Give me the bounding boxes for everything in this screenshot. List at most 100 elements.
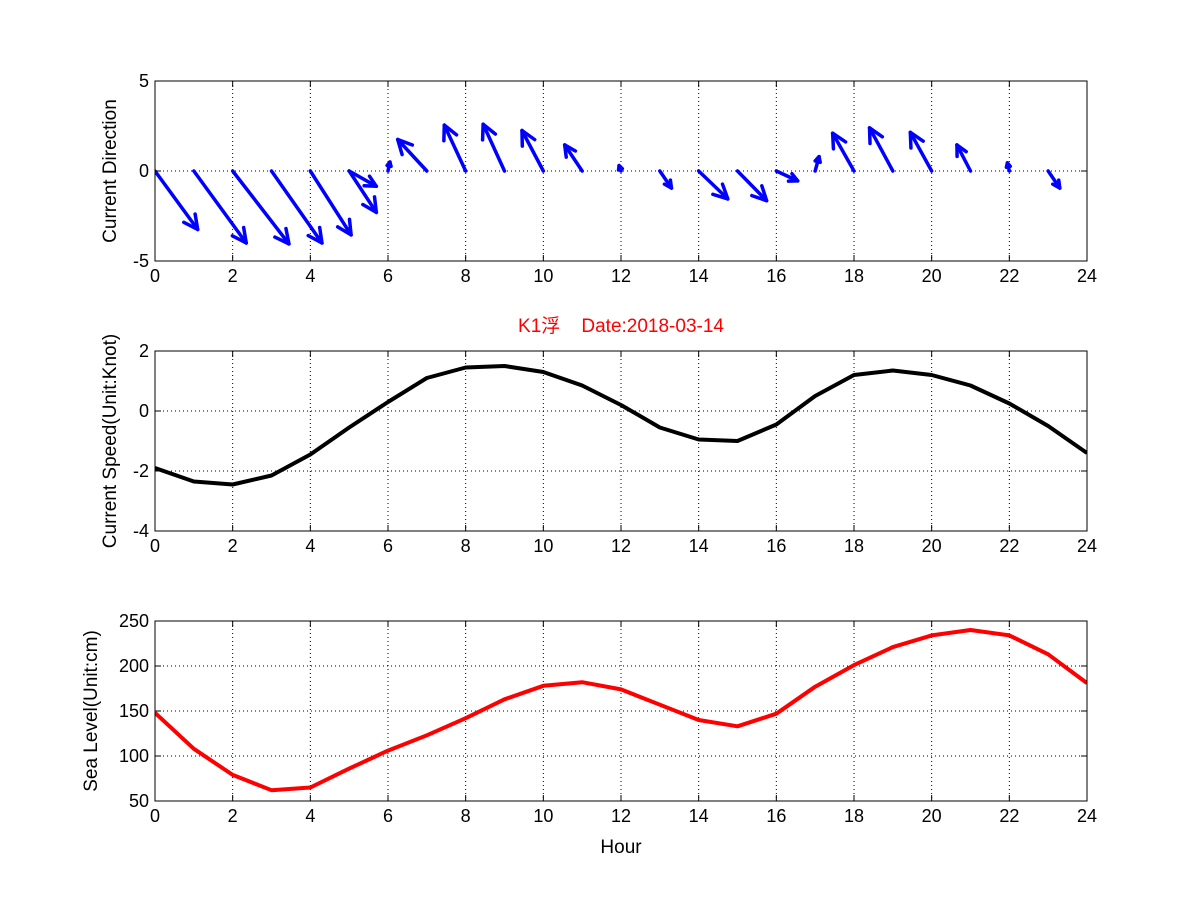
x-tick-label: 10: [533, 806, 553, 826]
y-axis-label-speed: Current Speed(Unit:Knot): [100, 334, 121, 548]
quiver-arrows: [155, 122, 1062, 246]
arrow-head: [867, 126, 885, 146]
current-vector-arrow: [385, 160, 393, 173]
x-tick-label: 4: [305, 806, 315, 826]
y-tick-label: 200: [119, 656, 149, 676]
y-ticks-direction: 5 0 -5: [133, 71, 1087, 271]
current-vector-arrow: [813, 154, 822, 173]
current-vector-arrow: [1046, 169, 1062, 190]
arrow-head: [562, 143, 578, 159]
current-vector-arrow: [520, 128, 546, 173]
x-tick-label: 12: [611, 266, 631, 286]
arrow-shaft: [955, 143, 973, 173]
current-vector-arrow: [269, 169, 324, 245]
x-tick-label: 0: [150, 806, 160, 826]
y-tick-label: 50: [129, 791, 149, 811]
y-tick-label: -2: [133, 461, 149, 481]
current-vector-arrow: [192, 169, 249, 245]
arrow-shaft: [395, 137, 429, 173]
arrow-head: [306, 225, 324, 245]
current-vector-arrow: [1004, 161, 1013, 173]
grid-speed: [155, 351, 1087, 531]
x-tick-label: 24: [1077, 266, 1097, 286]
current-vector-arrow: [830, 131, 856, 173]
x-tick-label: 6: [383, 536, 393, 556]
y-tick-label: 250: [119, 611, 149, 631]
arrow-head: [520, 128, 537, 148]
arrow-shaft: [696, 169, 730, 201]
arrow-shaft: [908, 130, 934, 173]
x-tick-label: 4: [305, 266, 315, 286]
x-tick-label: 18: [844, 536, 864, 556]
x-tick-label: 22: [999, 266, 1019, 286]
arrow-head: [830, 131, 848, 151]
x-tick-label: 18: [844, 266, 864, 286]
x-tick-label: 0: [150, 266, 160, 286]
current-vector-arrow: [308, 169, 353, 237]
current-vector-arrow: [735, 169, 769, 203]
y-tick-label: 5: [139, 71, 149, 91]
x-tick-label: 12: [611, 806, 631, 826]
arrow-shaft: [481, 122, 507, 173]
x-tick-label: 2: [228, 806, 238, 826]
series-line: [155, 628, 1087, 793]
arrow-head: [273, 226, 291, 246]
x-tick-label: 2: [228, 266, 238, 286]
y-tick-label: 2: [139, 341, 149, 361]
current-direction-panel: 0 2 4 6 8 10 12 14 16 18 20 22 24 50-5 Current Direc…: [100, 71, 1097, 286]
arrow-shaft: [347, 169, 379, 215]
arrow-head: [395, 137, 415, 157]
arrow-head: [442, 123, 459, 143]
arrow-shaft: [230, 169, 291, 246]
y-tick-label: -4: [133, 521, 149, 541]
x-tick-label: 6: [383, 806, 393, 826]
arrow-shaft: [442, 123, 468, 173]
x-tick-label: 20: [922, 266, 942, 286]
current-speed-panel: 0 2 4 6 8 10 12 14 16 18 20 22 24 20-2-4 Current Spe…: [100, 334, 1097, 556]
arrow-head: [335, 217, 353, 237]
y-ticks-speed: 2 0 -2 -4: [133, 341, 1087, 541]
y-axis-label-direction: Current Direction: [100, 99, 121, 243]
x-tick-label: 6: [383, 266, 393, 286]
chart-title: K1浮 Date:2018-03-14: [518, 315, 724, 337]
x-tick-label: 20: [922, 536, 942, 556]
current-vector-arrow: [696, 169, 730, 201]
x-tick-label: 20: [922, 806, 942, 826]
plot-area-speed: [155, 351, 1087, 531]
x-tick-label: 2: [228, 536, 238, 556]
current-vector-arrow: [774, 169, 800, 183]
grid-sea-level: [155, 621, 1087, 801]
x-tick-label: 8: [461, 266, 471, 286]
x-ticks-direction: 0 2 4 6 8 10 12 14 16 18 20 22 24: [150, 81, 1097, 286]
x-ticks-speed: 0 2 4 6 8 10 12 14 16 18 20 22 24: [150, 351, 1097, 556]
x-tick-label: 16: [766, 536, 786, 556]
current-vector-arrow: [480, 122, 507, 173]
arrow-head: [480, 122, 498, 142]
arrow-head: [361, 195, 379, 215]
y-ticks-sea-level: 250 200 150 100 50: [119, 611, 1087, 811]
y-tick-label: 100: [119, 746, 149, 766]
y-axis-label-sea-level: Sea Level(Unit:cm): [81, 630, 102, 792]
current-vector-arrow: [908, 130, 934, 173]
arrow-head: [711, 182, 730, 201]
speed-series: [155, 364, 1087, 487]
current-vector-arrow: [347, 169, 379, 189]
x-tick-label: 8: [461, 536, 471, 556]
series-line: [155, 364, 1087, 487]
arrow-head: [1004, 161, 1013, 170]
current-vector-arrow: [658, 169, 674, 190]
arrow-shaft: [830, 131, 856, 173]
arrow-shaft: [774, 169, 800, 183]
arrow-shaft: [520, 128, 546, 173]
arrow-shaft: [269, 169, 324, 245]
current-vector-arrow: [442, 123, 468, 173]
arrow-shaft: [308, 169, 353, 237]
x-tick-label: 22: [999, 536, 1019, 556]
arrow-head: [955, 143, 968, 159]
arrow-shaft: [735, 169, 769, 203]
x-tick-label: 12: [611, 536, 631, 556]
current-vector-arrow: [395, 137, 429, 173]
x-tick-label: 10: [533, 266, 553, 286]
